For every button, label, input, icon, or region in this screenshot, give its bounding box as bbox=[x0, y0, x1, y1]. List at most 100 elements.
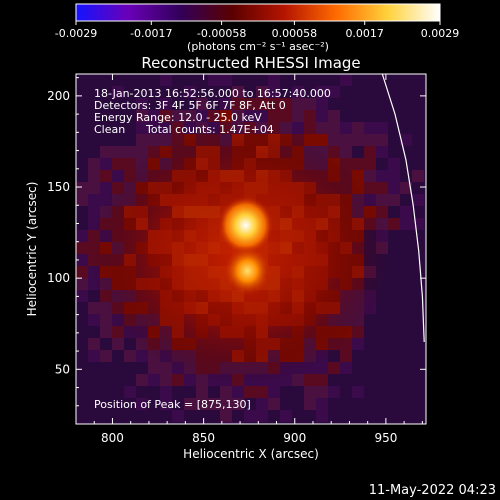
image-pixel bbox=[88, 326, 101, 339]
image-pixel bbox=[268, 74, 281, 87]
image-pixel bbox=[388, 290, 401, 303]
image-pixel bbox=[136, 98, 149, 111]
image-pixel bbox=[352, 134, 365, 147]
image-pixel bbox=[388, 314, 401, 327]
image-pixel bbox=[196, 74, 209, 87]
source-blob bbox=[217, 195, 274, 255]
image-pixel bbox=[112, 398, 125, 411]
image-pixel bbox=[376, 86, 389, 99]
image-pixel bbox=[148, 422, 161, 424]
image-pixel bbox=[316, 398, 329, 411]
image-pixel bbox=[136, 398, 149, 411]
image-pixel bbox=[424, 266, 426, 279]
image-pixel bbox=[88, 386, 101, 399]
image-pixel bbox=[88, 74, 101, 87]
image-pixel bbox=[184, 398, 197, 411]
image-pixel bbox=[100, 386, 113, 399]
colorbar-tick-label: -0.00058 bbox=[197, 27, 246, 40]
image-pixel bbox=[376, 134, 389, 147]
image-pixel bbox=[88, 350, 101, 363]
image-pixel bbox=[424, 362, 426, 375]
image-pixel bbox=[100, 146, 113, 159]
image-pixel bbox=[328, 374, 341, 387]
image-pixel bbox=[112, 74, 125, 87]
image-pixel bbox=[172, 74, 185, 87]
image-pixel bbox=[280, 386, 293, 399]
image-pixel bbox=[76, 170, 89, 183]
image-pixel bbox=[388, 338, 401, 351]
image-pixel bbox=[160, 110, 173, 123]
image-pixel bbox=[88, 410, 101, 423]
image-pixel bbox=[376, 422, 389, 424]
image-pixel bbox=[88, 374, 101, 387]
image-pixel bbox=[136, 386, 149, 399]
image-pixel bbox=[124, 146, 137, 159]
image-pixel bbox=[160, 398, 173, 411]
image-pixel bbox=[316, 386, 329, 399]
image-pixel bbox=[112, 350, 125, 363]
image-pixel bbox=[388, 110, 401, 123]
image-pixel bbox=[376, 386, 389, 399]
image-pixel bbox=[376, 374, 389, 387]
image-pixel bbox=[412, 362, 425, 375]
image-pixel bbox=[76, 398, 89, 411]
image-pixel bbox=[148, 110, 161, 123]
image-pixel bbox=[88, 146, 101, 159]
image-pixel bbox=[76, 242, 89, 255]
image-pixel bbox=[340, 86, 353, 99]
image-pixel bbox=[184, 98, 197, 111]
image-pixel bbox=[352, 98, 365, 111]
image-pixel bbox=[100, 158, 113, 171]
image-pixel bbox=[124, 410, 137, 423]
y-tick-label: 150 bbox=[47, 180, 70, 194]
image-pixel bbox=[76, 290, 89, 303]
image-pixel bbox=[208, 98, 221, 111]
image-pixel bbox=[88, 170, 101, 183]
image-pixel bbox=[124, 98, 137, 111]
image-pixel bbox=[112, 362, 125, 375]
image-pixel bbox=[124, 110, 137, 123]
image-pixel bbox=[124, 86, 137, 99]
image-pixel bbox=[172, 122, 185, 135]
image-pixel bbox=[292, 422, 305, 424]
image-pixel bbox=[412, 254, 425, 267]
image-pixel bbox=[400, 170, 413, 183]
image-pixel bbox=[268, 98, 281, 111]
image-pixel bbox=[352, 86, 365, 99]
image-pixel bbox=[412, 398, 425, 411]
image-pixel bbox=[340, 122, 353, 135]
image-pixel bbox=[76, 266, 89, 279]
colorbar-tick-label: 0.00058 bbox=[272, 27, 318, 40]
image-pixel bbox=[100, 122, 113, 135]
image-pixel bbox=[256, 74, 269, 87]
image-pixel bbox=[256, 110, 269, 123]
image-pixel bbox=[148, 86, 161, 99]
image-pixel bbox=[304, 86, 317, 99]
image-pixel bbox=[352, 146, 365, 159]
image-pixel bbox=[424, 374, 426, 387]
image-pixel bbox=[352, 410, 365, 423]
image-pixel bbox=[316, 374, 329, 387]
image-pixel bbox=[136, 74, 149, 87]
image-pixel bbox=[100, 74, 113, 87]
image-pixel bbox=[316, 86, 329, 99]
image-pixel bbox=[160, 98, 173, 111]
image-pixel bbox=[244, 86, 257, 99]
image-pixel bbox=[124, 74, 137, 87]
image-pixel bbox=[388, 206, 401, 219]
annotation-total-counts: Total counts: 1.47E+04 bbox=[145, 123, 274, 136]
image-pixel bbox=[352, 350, 365, 363]
image-pixel bbox=[316, 410, 329, 423]
image-pixel bbox=[388, 146, 401, 159]
image-pixel bbox=[400, 314, 413, 327]
image-pixel bbox=[376, 146, 389, 159]
image-pixel bbox=[292, 386, 305, 399]
image-pixel bbox=[112, 410, 125, 423]
image-pixel bbox=[160, 74, 173, 87]
image-pixel bbox=[400, 266, 413, 279]
image-pixel bbox=[208, 386, 221, 399]
image-pixel bbox=[388, 410, 401, 423]
image-pixel bbox=[400, 374, 413, 387]
image-pixel bbox=[388, 326, 401, 339]
image-pixel bbox=[280, 86, 293, 99]
